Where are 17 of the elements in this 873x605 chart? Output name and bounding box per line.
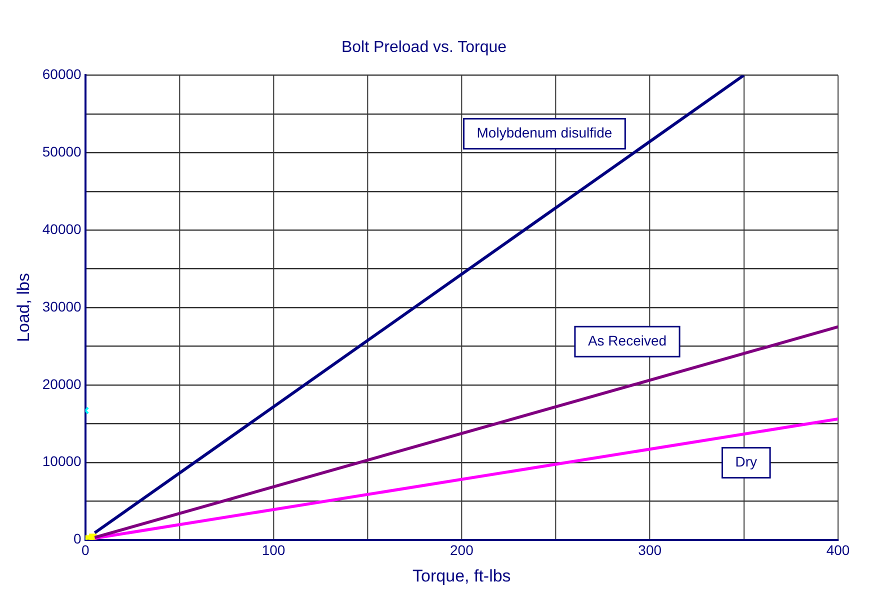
x-axis-title: Torque, ft-lbs — [412, 566, 511, 586]
x-tick-label: 100 — [262, 542, 286, 558]
y-tick-label: 20000 — [42, 376, 82, 392]
series-label: Molybdenum disulfide — [476, 124, 612, 141]
x-tick-label: 300 — [638, 542, 662, 558]
x-tick-label: 200 — [450, 542, 474, 558]
y-axis-title: Load, lbs — [14, 273, 33, 342]
y-tick-label: 40000 — [42, 220, 82, 237]
y-tick-label: 60000 — [42, 66, 82, 82]
y-tick-label: 10000 — [42, 453, 82, 470]
x-tick-label: 400 — [826, 542, 850, 558]
chart-title: Bolt Preload vs. Torque — [341, 39, 507, 56]
y-tick-label: 0 — [74, 530, 82, 547]
series-label: As Received — [588, 332, 667, 348]
series-label: Dry — [735, 454, 758, 470]
y-tick-label: 50000 — [42, 143, 82, 160]
y-tick-label: 30000 — [42, 298, 82, 314]
